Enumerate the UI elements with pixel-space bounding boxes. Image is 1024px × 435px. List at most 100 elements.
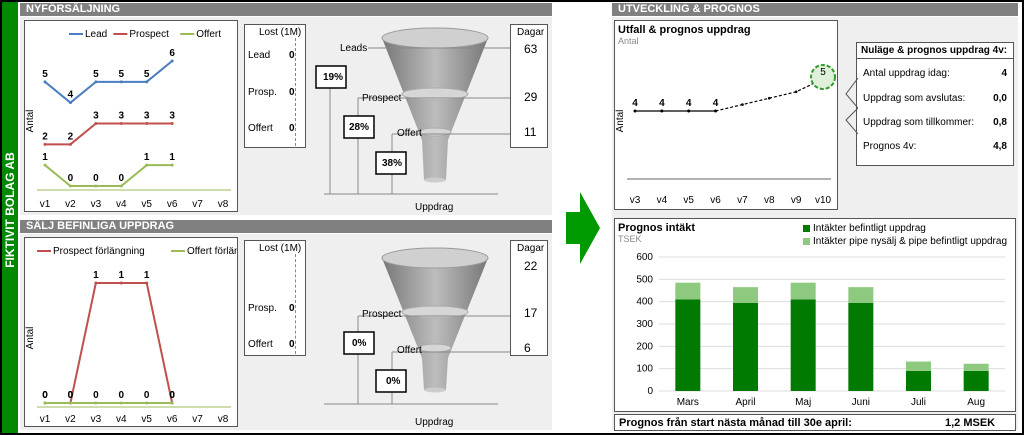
- data-point: [170, 401, 174, 405]
- line-chart-nyforsaljning: v1 v2 v3 v4 v5 v6 v7 v8 Antal 5 4 5 5 5 6 2 2 3 3 3 3 1 0 0 0 1 1 L…: [24, 20, 238, 212]
- funnel-pct-offert: 38%: [382, 158, 403, 169]
- x-tick-label: v6: [167, 199, 178, 210]
- data-label: 1: [93, 270, 99, 281]
- funnel-stage-prospect: Prospect: [362, 93, 402, 104]
- utfall-svg: v3 v4 v5 v6 v7 v8 v9 v10 Antal 4 4 4 4 5: [615, 64, 836, 206]
- nulage-value-4: 4,8: [993, 141, 1007, 152]
- data-point: [68, 101, 72, 105]
- data-label: 1: [144, 270, 150, 281]
- bar-pipe: [675, 282, 701, 300]
- data-point: [119, 281, 123, 285]
- dagar-value-1: 63: [524, 42, 538, 56]
- nulage-value-2: 0,0: [993, 93, 1007, 104]
- dagar-value-2: 29: [524, 90, 538, 104]
- x-tick-label: Juni: [852, 397, 870, 408]
- dagar-value-3: 11: [524, 125, 537, 139]
- dagar-title: Dagar: [517, 243, 545, 254]
- dagar-value-1: 22: [524, 259, 538, 273]
- bar-pipe: [790, 282, 816, 300]
- x-tick-label: v4: [116, 414, 127, 425]
- bar-befintligt: [675, 299, 701, 391]
- legend-label: Offert: [196, 29, 221, 40]
- series-line-1: [45, 122, 173, 146]
- section-header-nyforsaljning: NYFÖRSÄLJNING: [20, 3, 552, 16]
- data-point: [170, 59, 174, 63]
- nulage-label-4: Prognos 4v:: [863, 141, 917, 152]
- y-axis-label: Antal: [25, 327, 36, 350]
- x-tick-label: v7: [192, 414, 203, 425]
- data-point: [145, 122, 149, 125]
- intakt-svg: 0 100 200 300 400 500 600 Mars April Maj Juni Juli A…: [636, 252, 1005, 408]
- data-label: 0: [93, 173, 99, 184]
- data-label: 1: [42, 152, 48, 163]
- data-label: 0: [42, 390, 48, 401]
- bar-befintligt: [790, 299, 816, 391]
- data-label: 0: [93, 390, 99, 401]
- data-label: 5: [820, 67, 826, 78]
- data-point: [43, 80, 47, 84]
- bar-befintligt: [733, 302, 758, 391]
- data-point: [43, 142, 47, 146]
- data-point: [94, 80, 98, 84]
- data-label: 5: [93, 69, 99, 80]
- x-tick-label: v7: [192, 199, 203, 210]
- nulage-connector: [845, 77, 858, 135]
- nulage-label-2: Uppdrag som avslutas:: [863, 93, 966, 104]
- funnel-xlabel: Uppdrag: [415, 417, 454, 428]
- footer-label: Prognos från start nästa månad till 30e …: [619, 417, 852, 429]
- data-label: 0: [42, 390, 48, 401]
- x-tick-label: Maj: [795, 397, 811, 408]
- lost-value-prospect: 0: [289, 87, 295, 98]
- y-tick-label: 0: [647, 386, 653, 397]
- bar-pipe: [906, 361, 931, 371]
- x-tick-label: v6: [710, 195, 721, 206]
- nulage-label-3: Uppdrag som tillkommer:: [863, 117, 975, 128]
- x-tick-label: v2: [65, 414, 76, 425]
- x-tick-label: April: [735, 397, 755, 408]
- data-label: 1: [119, 270, 125, 281]
- x-tick-label: Mars: [677, 397, 699, 408]
- data-point: [794, 90, 798, 94]
- nulage-value-1: 4: [1001, 68, 1007, 79]
- series-line-2: [44, 164, 173, 187]
- funnel-xlabel: Uppdrag: [415, 202, 454, 213]
- data-label: 0: [144, 390, 150, 401]
- nulage-label-1: Antal uppdrag idag:: [863, 68, 950, 79]
- data-point: [68, 184, 72, 188]
- x-tick-label: v3: [91, 199, 102, 210]
- series-line-0: [44, 60, 173, 104]
- lost-label-offert: Offert: [248, 123, 273, 134]
- data-label: 1: [144, 152, 150, 163]
- data-label: 5: [119, 69, 125, 80]
- legend-label: Prospect förlängning: [53, 246, 145, 257]
- y-tick-label: 100: [636, 364, 653, 375]
- x-tick-label: v1: [40, 414, 51, 425]
- lost-label-lead: Lead: [248, 50, 271, 61]
- utfall-subtitle: Antal: [618, 36, 639, 46]
- data-point: [119, 80, 123, 84]
- funnel-pct-prospect: 28%: [349, 122, 370, 133]
- intakt-title: Prognos intäkt: [618, 222, 696, 234]
- data-label: 0: [119, 390, 125, 401]
- data-point: [170, 122, 174, 125]
- data-point: [68, 142, 72, 146]
- lost-box-nyforsaljning: Lost (1M) Lead 0 Prosp. 0 Offert 0: [244, 24, 306, 148]
- bar-pipe: [963, 363, 989, 371]
- x-tick-label: v5: [141, 414, 152, 425]
- dagar-value-2: 17: [524, 306, 538, 320]
- section-header-salj: SÄLJ BEFINLIGA UPPDRAG: [20, 220, 552, 233]
- bar-befintligt: [963, 370, 989, 391]
- data-label: 1: [169, 152, 175, 163]
- y-axis-label: Antal: [25, 110, 36, 133]
- data-point: [145, 281, 149, 285]
- prognos-footer: Prognos från start nästa månad till 30e …: [614, 414, 1016, 431]
- funnel-pct-prospect: 0%: [352, 338, 367, 349]
- x-tick-label: v2: [65, 199, 76, 210]
- y-tick-label: 500: [636, 274, 653, 285]
- data-label: 4: [659, 98, 665, 109]
- x-tick-label: v1: [40, 199, 51, 210]
- bar-pipe: [848, 287, 874, 303]
- intakt-legend-2: Intäkter pipe nysälj & pipe befintligt u…: [803, 236, 1007, 247]
- prognos-line: [715, 78, 824, 112]
- prognos-highlight: [810, 64, 836, 90]
